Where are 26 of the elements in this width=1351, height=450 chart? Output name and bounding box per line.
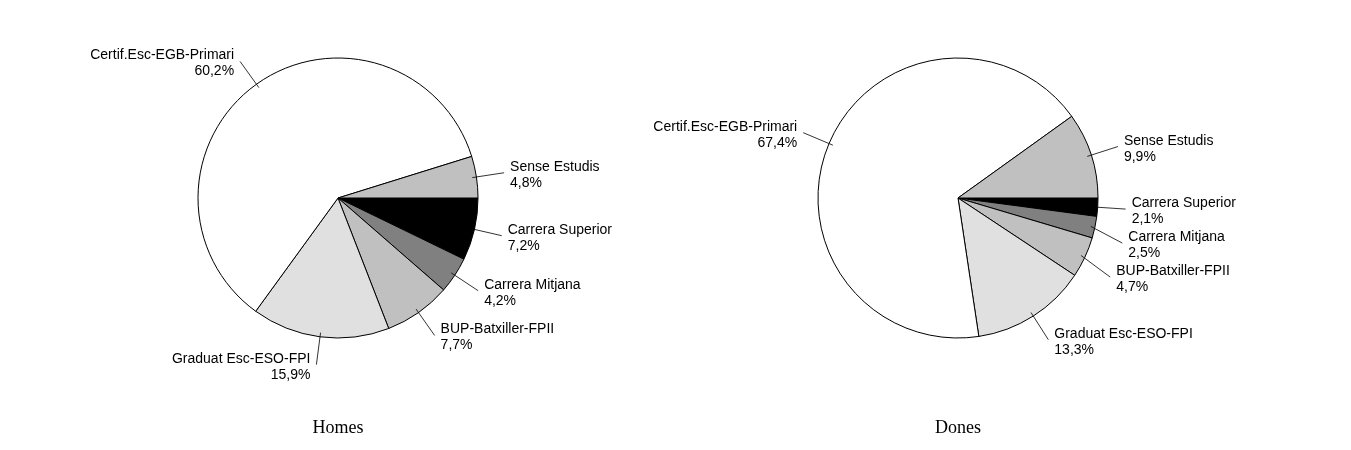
data-label: 7,2% xyxy=(507,236,540,253)
data-label: 9,9% xyxy=(1123,147,1156,164)
data-label: 4,8% xyxy=(510,173,543,190)
text: Dones xyxy=(935,417,981,437)
slice-label: Certif.Esc-EGB-Primari xyxy=(653,117,798,134)
data-label: 7,7% xyxy=(440,336,473,353)
slice-label: BUP-Batxiller-FPII xyxy=(1116,262,1230,279)
data-label: 2,5% xyxy=(1128,244,1161,261)
slice-label: Carrera Superior xyxy=(507,220,613,237)
data-label: 4,2% xyxy=(484,291,517,308)
data-label: 67,4% xyxy=(757,133,798,150)
data-label: 4,7% xyxy=(1116,278,1149,295)
data-label: 60,2% xyxy=(194,62,235,79)
data-label: 2,1% xyxy=(1131,210,1164,227)
slice-label: BUP-Batxiller-FPII xyxy=(440,320,555,337)
slice-label: Graduat Esc-ESO-FPI xyxy=(171,349,311,366)
slice-label: Carrera Superior xyxy=(1131,194,1237,211)
slice-label: Sense Estudis xyxy=(1123,131,1214,148)
data-label: 15,9% xyxy=(270,365,311,382)
slice-label: Sense Estudis xyxy=(510,157,600,174)
text: Homes xyxy=(312,417,364,437)
data-label: 13,3% xyxy=(1054,340,1095,357)
slice-label: Graduat Esc-ESO-FPI xyxy=(1054,324,1193,341)
slice-label: Certif.Esc-EGB-Primari xyxy=(90,46,235,63)
slice-label: Carrera Mitjana xyxy=(484,275,581,292)
slice-label: Carrera Mitjana xyxy=(1128,228,1225,245)
